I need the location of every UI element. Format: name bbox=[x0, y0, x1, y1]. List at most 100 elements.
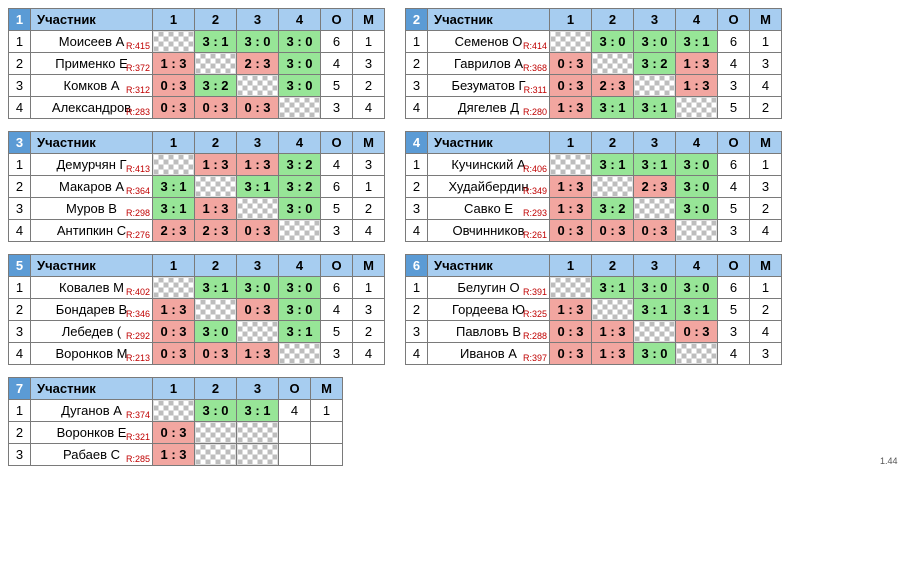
player-rating: R:374 bbox=[126, 410, 150, 420]
player-rating: R:312 bbox=[126, 85, 150, 95]
place-cell: 3 bbox=[353, 299, 385, 321]
points-cell: 4 bbox=[718, 53, 750, 75]
score-cell: 3 : 1 bbox=[592, 277, 634, 299]
score-cell: 0 : 3 bbox=[195, 97, 237, 119]
player-row: 2Гаврилов АR:3680 : 33 : 21 : 343 bbox=[406, 53, 782, 75]
player-rating: R:213 bbox=[126, 353, 150, 363]
col-round-1: 1 bbox=[153, 9, 195, 31]
score-cell: 3 : 0 bbox=[237, 31, 279, 53]
score-cell bbox=[676, 220, 718, 242]
player-rating: R:283 bbox=[126, 107, 150, 117]
col-round-2: 2 bbox=[592, 9, 634, 31]
place-cell: 4 bbox=[353, 343, 385, 365]
place-cell: 3 bbox=[750, 343, 782, 365]
points-cell: 4 bbox=[321, 299, 353, 321]
row-number: 2 bbox=[406, 53, 428, 75]
place-cell bbox=[311, 444, 343, 466]
points-cell: 6 bbox=[718, 154, 750, 176]
player-rating: R:372 bbox=[126, 63, 150, 73]
place-cell: 1 bbox=[750, 31, 782, 53]
player-row: 1Белугин ОR:3913 : 13 : 03 : 061 bbox=[406, 277, 782, 299]
player-row: 2Макаров АR:3643 : 13 : 13 : 261 bbox=[9, 176, 385, 198]
row-number: 4 bbox=[406, 97, 428, 119]
group-table-7: 7Участник123ОМ1Дуганов АR:3743 : 03 : 14… bbox=[8, 377, 343, 466]
col-pts: О bbox=[718, 132, 750, 154]
player-name: Применко ЕR:372 bbox=[31, 53, 153, 75]
score-cell bbox=[634, 198, 676, 220]
player-rating: R:414 bbox=[523, 41, 547, 51]
col-place: М bbox=[311, 378, 343, 400]
row-number: 2 bbox=[406, 299, 428, 321]
row-number: 3 bbox=[406, 198, 428, 220]
player-row: 2ХудайбердинR:3491 : 32 : 33 : 043 bbox=[406, 176, 782, 198]
score-cell: 0 : 3 bbox=[153, 321, 195, 343]
points-cell: 3 bbox=[718, 220, 750, 242]
col-round-1: 1 bbox=[550, 132, 592, 154]
score-cell: 3 : 2 bbox=[592, 198, 634, 220]
player-name: ОвчинниковR:261 bbox=[428, 220, 550, 242]
col-player: Участник bbox=[31, 9, 153, 31]
place-cell: 4 bbox=[353, 220, 385, 242]
place-cell: 2 bbox=[750, 299, 782, 321]
place-cell: 1 bbox=[353, 277, 385, 299]
points-cell: 5 bbox=[321, 321, 353, 343]
row-number: 3 bbox=[406, 75, 428, 97]
col-pts: О bbox=[321, 255, 353, 277]
player-row: 4Антипкин СR:2762 : 32 : 30 : 334 bbox=[9, 220, 385, 242]
score-cell: 1 : 3 bbox=[237, 154, 279, 176]
score-cell: 3 : 1 bbox=[676, 31, 718, 53]
col-pts: О bbox=[279, 378, 311, 400]
score-cell: 0 : 3 bbox=[237, 220, 279, 242]
player-name: Бондарев ВR:346 bbox=[31, 299, 153, 321]
row-number: 1 bbox=[9, 31, 31, 53]
player-name: Павловъ ВR:288 bbox=[428, 321, 550, 343]
groups-container: 1Участник1234ОМ1Моисеев АR:4153 : 13 : 0… bbox=[8, 8, 908, 466]
score-cell: 0 : 3 bbox=[153, 97, 195, 119]
player-name: ХудайбердинR:349 bbox=[428, 176, 550, 198]
score-cell: 1 : 3 bbox=[153, 53, 195, 75]
score-cell: 3 : 0 bbox=[279, 277, 321, 299]
row-number: 3 bbox=[9, 75, 31, 97]
player-name: Дуганов АR:374 bbox=[31, 400, 153, 422]
place-cell: 2 bbox=[750, 97, 782, 119]
score-cell: 2 : 3 bbox=[153, 220, 195, 242]
player-name: Рабаев СR:285 bbox=[31, 444, 153, 466]
player-row: 4Иванов АR:3970 : 31 : 33 : 043 bbox=[406, 343, 782, 365]
player-name: Дягелев ДR:280 bbox=[428, 97, 550, 119]
points-cell bbox=[279, 422, 311, 444]
score-cell bbox=[550, 31, 592, 53]
score-cell: 3 : 1 bbox=[634, 154, 676, 176]
player-rating: R:321 bbox=[126, 432, 150, 442]
score-cell: 1 : 3 bbox=[676, 53, 718, 75]
col-place: М bbox=[353, 9, 385, 31]
score-cell bbox=[592, 299, 634, 321]
score-cell bbox=[550, 277, 592, 299]
player-row: 3Комков АR:3120 : 33 : 23 : 052 bbox=[9, 75, 385, 97]
score-cell: 1 : 3 bbox=[676, 75, 718, 97]
group-table-5: 5Участник1234ОМ1Ковалев МR:4023 : 13 : 0… bbox=[8, 254, 385, 365]
col-pts: О bbox=[321, 132, 353, 154]
score-cell bbox=[195, 422, 237, 444]
player-row: 3Рабаев СR:2851 : 3 bbox=[9, 444, 343, 466]
score-cell: 3 : 2 bbox=[279, 176, 321, 198]
player-row: 4Воронков МR:2130 : 30 : 31 : 334 bbox=[9, 343, 385, 365]
group-table-1: 1Участник1234ОМ1Моисеев АR:4153 : 13 : 0… bbox=[8, 8, 385, 119]
score-cell bbox=[676, 97, 718, 119]
score-cell: 1 : 3 bbox=[153, 299, 195, 321]
group-number: 2 bbox=[406, 9, 428, 31]
row-number: 4 bbox=[9, 97, 31, 119]
player-rating: R:349 bbox=[523, 186, 547, 196]
score-cell bbox=[195, 299, 237, 321]
points-cell: 4 bbox=[279, 400, 311, 422]
player-name: Воронков ЕR:321 bbox=[31, 422, 153, 444]
col-round-4: 4 bbox=[676, 9, 718, 31]
score-cell: 3 : 0 bbox=[676, 176, 718, 198]
score-cell: 1 : 3 bbox=[237, 343, 279, 365]
col-place: М bbox=[750, 132, 782, 154]
player-name: Савко ЕR:293 bbox=[428, 198, 550, 220]
score-cell: 0 : 3 bbox=[550, 220, 592, 242]
place-cell: 4 bbox=[750, 321, 782, 343]
player-name: Белугин ОR:391 bbox=[428, 277, 550, 299]
player-rating: R:293 bbox=[523, 208, 547, 218]
row-number: 2 bbox=[9, 299, 31, 321]
